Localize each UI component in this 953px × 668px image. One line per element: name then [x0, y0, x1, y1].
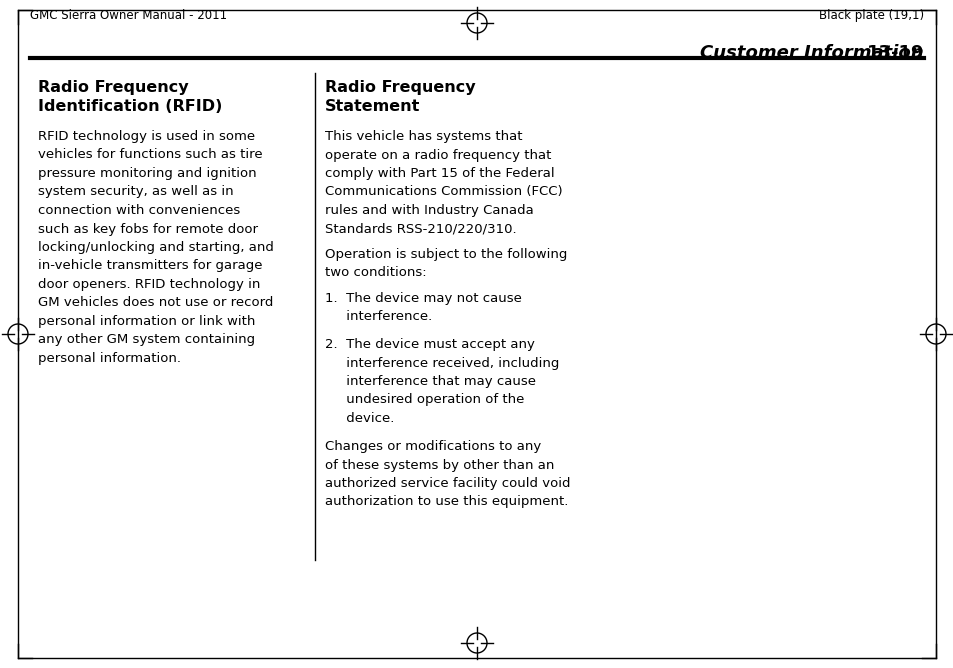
Text: Changes or modifications to any
of these systems by other than an
authorized ser: Changes or modifications to any of these… [325, 440, 570, 508]
Text: Radio Frequency: Radio Frequency [38, 80, 189, 95]
Text: Customer Information: Customer Information [700, 44, 923, 62]
Text: Radio Frequency: Radio Frequency [325, 80, 476, 95]
Text: This vehicle has systems that
operate on a radio frequency that
comply with Part: This vehicle has systems that operate on… [325, 130, 562, 236]
Text: 2.  The device must accept any
     interference received, including
     interf: 2. The device must accept any interferen… [325, 338, 558, 425]
Text: 1.  The device may not cause
     interference.: 1. The device may not cause interference… [325, 292, 521, 323]
Text: GMC Sierra Owner Manual - 2011: GMC Sierra Owner Manual - 2011 [30, 9, 227, 22]
Text: Black plate (19,1): Black plate (19,1) [818, 9, 923, 22]
Text: Operation is subject to the following
two conditions:: Operation is subject to the following tw… [325, 248, 567, 279]
Text: 13-19: 13-19 [865, 44, 923, 62]
Text: RFID technology is used in some
vehicles for functions such as tire
pressure mon: RFID technology is used in some vehicles… [38, 130, 274, 365]
Text: Identification (RFID): Identification (RFID) [38, 99, 222, 114]
Text: Statement: Statement [325, 99, 420, 114]
